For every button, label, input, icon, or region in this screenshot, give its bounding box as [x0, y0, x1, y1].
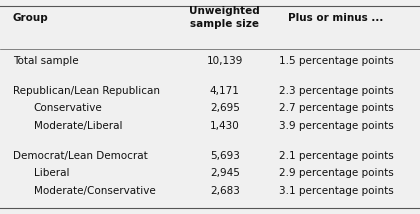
Text: 2.9 percentage points: 2.9 percentage points	[278, 168, 394, 178]
Text: 2.7 percentage points: 2.7 percentage points	[278, 103, 394, 113]
Text: 2,683: 2,683	[210, 186, 240, 196]
Text: 2,695: 2,695	[210, 103, 240, 113]
Text: Plus or minus ...: Plus or minus ...	[288, 13, 384, 23]
Text: 4,171: 4,171	[210, 86, 240, 96]
Text: Republican/Lean Republican: Republican/Lean Republican	[13, 86, 160, 96]
Text: 3.1 percentage points: 3.1 percentage points	[278, 186, 394, 196]
Text: Moderate/Conservative: Moderate/Conservative	[34, 186, 155, 196]
Text: Democrat/Lean Democrat: Democrat/Lean Democrat	[13, 151, 147, 161]
Text: Group: Group	[13, 13, 48, 23]
Text: Total sample: Total sample	[13, 56, 78, 66]
Text: Unweighted
sample size: Unweighted sample size	[189, 6, 260, 29]
Text: 2.3 percentage points: 2.3 percentage points	[278, 86, 394, 96]
Text: 5,693: 5,693	[210, 151, 240, 161]
Text: 1,430: 1,430	[210, 121, 239, 131]
Text: 2,945: 2,945	[210, 168, 240, 178]
Text: Liberal: Liberal	[34, 168, 69, 178]
Text: 3.9 percentage points: 3.9 percentage points	[278, 121, 394, 131]
Text: 2.1 percentage points: 2.1 percentage points	[278, 151, 394, 161]
Text: 10,139: 10,139	[207, 56, 243, 66]
Text: Moderate/Liberal: Moderate/Liberal	[34, 121, 122, 131]
Text: Conservative: Conservative	[34, 103, 102, 113]
Text: 1.5 percentage points: 1.5 percentage points	[278, 56, 394, 66]
